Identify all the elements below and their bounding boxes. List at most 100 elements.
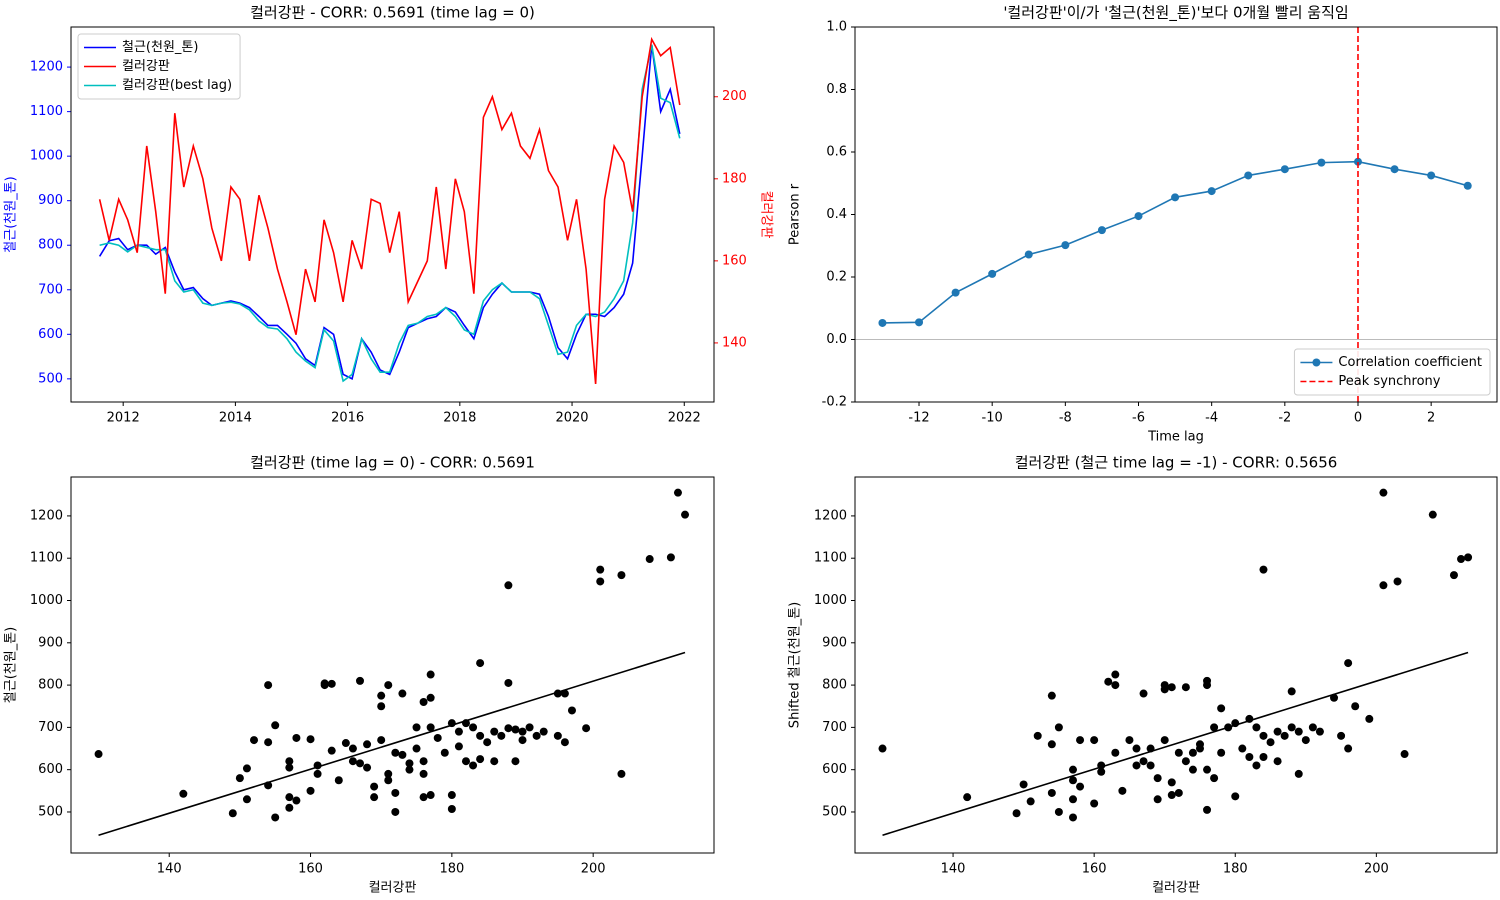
- x-axis-label: 컬러강판: [369, 881, 417, 896]
- point: [1139, 689, 1148, 698]
- point: [1244, 171, 1253, 180]
- point: [377, 691, 386, 700]
- point: [426, 693, 435, 702]
- point: [1203, 765, 1212, 774]
- y-tick-label: 1200: [30, 508, 63, 523]
- point: [483, 738, 492, 747]
- point: [490, 757, 499, 766]
- point: [94, 750, 103, 759]
- point: [1181, 757, 1190, 766]
- point: [504, 678, 513, 687]
- point: [363, 740, 372, 749]
- series-line: [882, 160, 1468, 324]
- point: [497, 731, 506, 740]
- y-tick-label: 1100: [30, 551, 63, 566]
- point: [1245, 714, 1254, 723]
- point: [285, 803, 294, 812]
- point: [433, 733, 442, 742]
- point: [617, 769, 626, 778]
- y-tick-label: 1200: [30, 60, 63, 75]
- x-tick-label: 2018: [443, 411, 476, 426]
- point: [313, 769, 322, 778]
- x-tick-label: -4: [1205, 411, 1218, 426]
- point: [1449, 571, 1458, 580]
- plot-frame: [70, 26, 715, 403]
- point: [1024, 250, 1033, 259]
- point: [596, 565, 605, 574]
- point: [1181, 683, 1190, 692]
- chart-title: 컬러강판 - CORR: 0.5691 (time lag = 0): [250, 4, 535, 22]
- point: [1365, 714, 1374, 723]
- chart-title: '컬러강판'이/가 '철근(천원_톤)'보다 0개월 빨리 움직임: [1003, 4, 1348, 23]
- y-tick-label: 1000: [30, 149, 63, 164]
- x-axis-label: Time lag: [1147, 430, 1204, 445]
- y-tick-label: 0.2: [826, 270, 847, 285]
- x-tick-label: -10: [982, 411, 1003, 426]
- x-tick-label: 160: [1082, 862, 1107, 877]
- point: [1393, 577, 1402, 586]
- y-axis-label: Pearson r: [788, 183, 803, 245]
- point: [1464, 553, 1473, 562]
- legend-label: Correlation coefficient: [1338, 355, 1482, 370]
- point: [553, 731, 562, 740]
- point: [355, 676, 364, 685]
- point: [1097, 226, 1106, 235]
- y-tick-label: 500: [822, 804, 847, 819]
- point: [398, 689, 407, 698]
- point: [1203, 805, 1212, 814]
- x-tick-label: 2022: [668, 411, 701, 426]
- point: [1217, 704, 1226, 713]
- point: [341, 739, 350, 748]
- point: [1167, 683, 1176, 692]
- y-tick-label: 0.0: [826, 332, 847, 347]
- point: [285, 793, 294, 802]
- point: [596, 577, 605, 586]
- legend-label: 컬러강판: [122, 59, 170, 74]
- y-tick-label: 800: [822, 678, 847, 693]
- series-line: [98, 44, 681, 381]
- point: [504, 581, 513, 590]
- point: [1203, 681, 1212, 690]
- point: [476, 755, 485, 764]
- point: [1134, 212, 1143, 221]
- point: [250, 736, 259, 745]
- y-axis-label: 철근(천원_톤): [4, 627, 19, 703]
- point: [426, 723, 435, 732]
- point: [1344, 744, 1353, 753]
- point: [447, 719, 456, 728]
- point: [915, 318, 924, 327]
- y-tick-label: 500: [38, 804, 63, 819]
- y-tick-label: 1100: [814, 551, 847, 566]
- point: [447, 805, 456, 814]
- point: [1224, 723, 1233, 732]
- y2-tick-label: 180: [722, 171, 747, 186]
- point: [469, 761, 478, 770]
- point: [348, 757, 357, 766]
- point: [447, 791, 456, 800]
- point: [271, 721, 280, 730]
- point: [1195, 744, 1204, 753]
- point: [391, 748, 400, 757]
- point: [878, 318, 887, 327]
- x-tick-label: 200: [581, 862, 606, 877]
- point: [292, 733, 301, 742]
- series-line: [98, 36, 681, 385]
- point: [553, 689, 562, 698]
- y-tick-label: 900: [38, 635, 63, 650]
- legend: [77, 33, 241, 100]
- point: [1167, 791, 1176, 800]
- x-axis-label: 컬러강판: [1152, 881, 1200, 896]
- x-tick-label: 2014: [219, 411, 252, 426]
- point: [1231, 792, 1240, 801]
- point: [285, 757, 294, 766]
- point: [1308, 723, 1317, 732]
- point: [355, 759, 364, 768]
- y-tick-label: 600: [822, 762, 847, 777]
- legend-label: 컬러강판(best lag): [122, 78, 232, 93]
- point: [1019, 780, 1028, 789]
- point: [1146, 744, 1155, 753]
- point: [1294, 727, 1303, 736]
- series-line: [99, 44, 681, 383]
- y2-tick-label: 200: [722, 89, 747, 104]
